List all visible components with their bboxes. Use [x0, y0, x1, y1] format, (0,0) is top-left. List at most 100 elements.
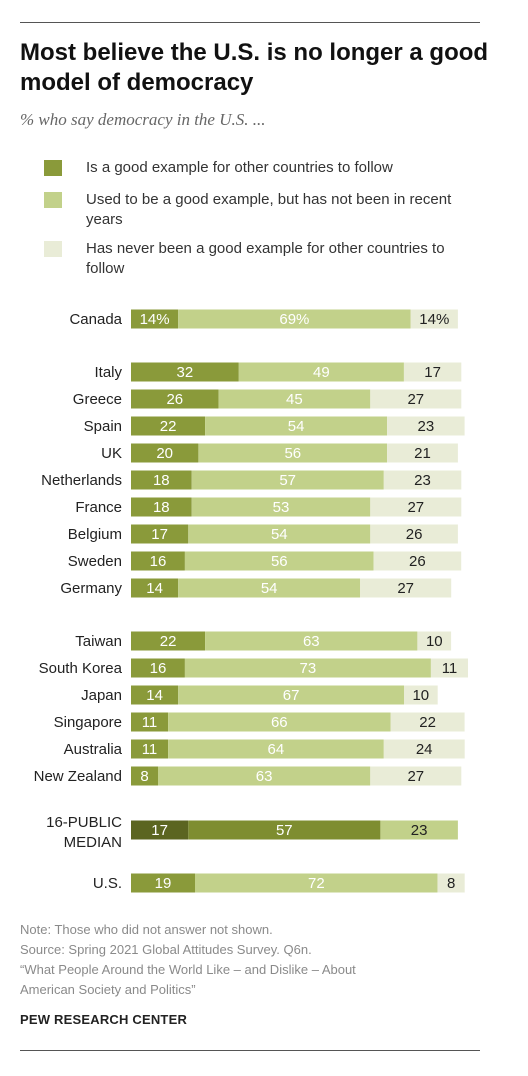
value-label-new-zealand-used-to-be: 63 [256, 768, 273, 785]
value-label-germany-used-to-be: 54 [261, 580, 278, 597]
bar-australia-used-to-be [168, 739, 384, 759]
row-label-taiwan: Taiwan [75, 633, 122, 650]
value-label-u-s-good-example: 19 [155, 875, 172, 892]
bar-new-zealand-good-example [131, 766, 158, 786]
bar-singapore-used-to-be [168, 712, 391, 732]
row-label-sweden: Sweden [68, 553, 122, 570]
bar-france-used-to-be [191, 497, 371, 517]
value-label-france-good-example: 18 [153, 499, 170, 516]
bar-new-zealand-never [370, 766, 462, 786]
value-label-italy-never: 17 [424, 364, 441, 381]
bar-japan-used-to-be [178, 685, 404, 705]
bar-netherlands-used-to-be [191, 470, 384, 490]
bar-belgium-good-example [131, 524, 189, 544]
row-label-south-korea: South Korea [39, 660, 123, 677]
row-label-netherlands: Netherlands [41, 472, 122, 489]
value-label-u-s-used-to-be: 72 [308, 875, 325, 892]
value-label-south-korea-never: 11 [442, 660, 458, 677]
value-label-italy-used-to-be: 49 [313, 364, 330, 381]
value-label-sweden-used-to-be: 56 [271, 553, 288, 570]
value-label-new-zealand-never: 27 [407, 768, 424, 785]
legend-label-used-to-be: Used to be a good example, but has not b… [86, 191, 452, 228]
bar-canada-used-to-be [178, 309, 411, 329]
footer-report-title-line-1: “What People Around the World Like – and… [20, 962, 356, 977]
value-label-greece-never: 27 [407, 391, 424, 408]
value-label-taiwan-good-example: 22 [160, 633, 177, 650]
bar-sweden-good-example [131, 551, 185, 571]
bar-u-s-used-to-be [195, 873, 438, 893]
value-label-australia-used-to-be: 64 [268, 741, 285, 758]
top-rule [20, 22, 480, 23]
value-label-australia-never: 24 [416, 741, 433, 758]
bar-south-korea-good-example [131, 658, 185, 678]
value-label-16-public-median-never: 23 [411, 822, 428, 839]
value-label-u-s-never: 8 [447, 875, 455, 892]
value-label-australia-good-example: 11 [142, 741, 158, 758]
value-label-belgium-used-to-be: 54 [271, 526, 288, 543]
bar-singapore-good-example [131, 712, 169, 732]
row-label-japan: Japan [81, 687, 122, 704]
value-label-taiwan-never: 10 [426, 633, 443, 650]
value-label-singapore-good-example: 11 [142, 714, 158, 731]
bar-netherlands-good-example [131, 470, 192, 490]
value-label-sweden-good-example: 16 [150, 553, 167, 570]
bar-spain-never [387, 416, 465, 436]
bar-sweden-used-to-be [184, 551, 374, 571]
bar-singapore-never [390, 712, 465, 732]
footer-note: Note: Those who did not answer not shown… [20, 922, 273, 937]
value-label-germany-never: 27 [397, 580, 414, 597]
value-label-france-never: 27 [407, 499, 424, 516]
bar-u-s-good-example [131, 873, 195, 893]
row-label-france: France [75, 499, 122, 516]
footer-report-title-line-2: American Society and Politics” [20, 982, 196, 997]
bar-greece-never [370, 389, 462, 409]
bar-uk-good-example [131, 443, 199, 463]
value-label-spain-good-example: 22 [160, 418, 177, 435]
footer-notes: Note: Those who did not answer not shown… [20, 920, 490, 1000]
value-label-spain-never: 23 [418, 418, 435, 435]
value-label-japan-never: 10 [412, 687, 429, 704]
bar-japan-never [404, 685, 438, 705]
row-label-italy: Italy [94, 364, 122, 381]
bar-france-never [370, 497, 462, 517]
bar-taiwan-never [417, 631, 452, 651]
bar-canada-never [410, 309, 458, 329]
org-name: PEW RESEARCH CENTER [20, 1012, 188, 1027]
value-label-netherlands-good-example: 18 [153, 472, 170, 489]
bar-uk-never [387, 443, 458, 463]
bar-taiwan-good-example [131, 631, 206, 651]
bar-taiwan-used-to-be [205, 631, 418, 651]
legend-label-never: Has never been a good example for other … [86, 240, 445, 277]
value-label-uk-used-to-be: 56 [284, 445, 301, 462]
value-label-uk-never: 21 [414, 445, 431, 462]
value-label-canada-never: 14% [419, 311, 449, 328]
value-label-germany-good-example: 14 [146, 580, 163, 597]
value-label-japan-good-example: 14 [146, 687, 163, 704]
bottom-rule [20, 1050, 480, 1051]
row-label-uk: UK [101, 445, 122, 462]
value-label-south-korea-used-to-be: 73 [300, 660, 317, 677]
bar-16-public-median-never [380, 820, 458, 840]
footer-source: Source: Spring 2021 Global Attitudes Sur… [20, 942, 312, 957]
value-label-belgium-good-example: 17 [151, 526, 168, 543]
bar-16-public-median-used-to-be [188, 820, 381, 840]
value-label-belgium-never: 26 [406, 526, 423, 543]
bar-japan-good-example [131, 685, 179, 705]
row-label-singapore: Singapore [54, 714, 122, 731]
bar-italy-used-to-be [238, 362, 404, 382]
value-label-sweden-never: 26 [409, 553, 426, 570]
row-label-u-s: U.S. [93, 875, 122, 892]
chart-title: Most believe the U.S. is no longer a goo… [20, 39, 489, 96]
bar-u-s-never [437, 873, 465, 893]
bar-new-zealand-used-to-be [158, 766, 371, 786]
row-label-spain: Spain [84, 418, 122, 435]
value-label-new-zealand-good-example: 8 [140, 768, 148, 785]
bar-belgium-never [370, 524, 458, 544]
bar-greece-used-to-be [218, 389, 371, 409]
bar-australia-never [383, 739, 465, 759]
bar-australia-good-example [131, 739, 169, 759]
value-label-16-public-median-used-to-be: 57 [276, 822, 293, 839]
bar-greece-good-example [131, 389, 219, 409]
row-label-greece: Greece [73, 391, 122, 408]
bar-uk-used-to-be [198, 443, 388, 463]
